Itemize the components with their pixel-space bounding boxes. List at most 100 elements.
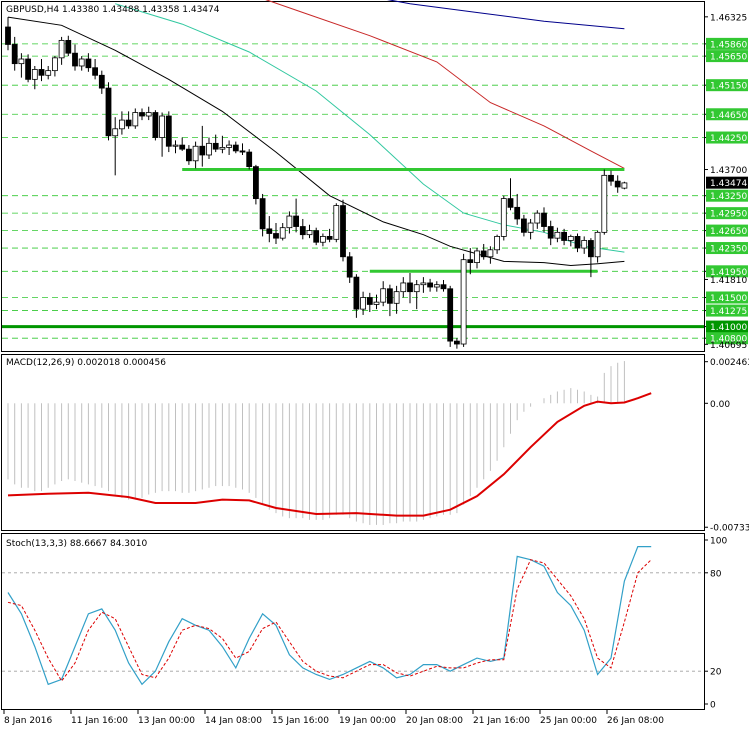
candle [185, 145, 192, 165]
candle-body [373, 301, 380, 305]
time-tick-label: 25 Jan 00:00 [540, 716, 597, 726]
candle [85, 53, 92, 72]
price-label-bg [706, 242, 748, 255]
price-tick-label: 1.41000 [710, 323, 747, 333]
candle [145, 106, 152, 121]
candle-body [31, 69, 38, 80]
candle [534, 210, 541, 229]
candle [474, 248, 480, 269]
candle [614, 175, 621, 193]
candle-body [152, 112, 159, 138]
macd-tick-label: -0.007336 [710, 524, 749, 534]
candle [507, 178, 514, 211]
price-tick-label: 1.44650 [710, 111, 747, 121]
candle-body [474, 250, 480, 263]
price-label-bg [706, 320, 748, 333]
candle-body [273, 233, 279, 239]
price-tick-label: 1.41275 [710, 307, 747, 317]
candle-body [460, 259, 467, 345]
candle-body [192, 145, 199, 162]
candle-body [500, 198, 507, 237]
candle-body [581, 240, 588, 249]
macd-tick-label: 0.002463 [710, 358, 749, 368]
candle [487, 246, 494, 264]
candle-body [360, 297, 367, 310]
price-panel-frame [1, 1, 705, 352]
candle [514, 193, 521, 225]
candle [219, 135, 226, 154]
candle-body [38, 69, 45, 76]
candle [608, 170, 614, 186]
candle [460, 253, 467, 347]
candle [547, 220, 554, 246]
candle [38, 59, 45, 82]
candle [45, 65, 52, 80]
candle-body [105, 87, 112, 137]
candle [541, 207, 547, 233]
price-tick-label: 1.45650 [710, 53, 747, 63]
current-price-label: 1.43474 [710, 179, 747, 189]
candle [313, 227, 320, 246]
candle-body [420, 282, 427, 286]
candle [500, 195, 507, 241]
candle-body [286, 215, 293, 229]
time-tick-label: 15 Jan 16:00 [272, 716, 329, 726]
candle [152, 110, 159, 141]
candle-body [440, 284, 447, 290]
candle [226, 140, 233, 155]
candle [494, 234, 501, 254]
candle [31, 65, 38, 90]
candle [65, 35, 72, 57]
candle-body [380, 288, 387, 303]
macd-title: MACD(12,26,9) 0.002018 0.000456 [6, 358, 166, 368]
candle-body [72, 52, 78, 67]
price-tick-label: 1.42350 [710, 245, 747, 255]
price-title: GBPUSD,H4 1.43380 1.43488 1.43358 1.4347… [6, 5, 220, 15]
candle-body [567, 236, 574, 241]
candle-body [447, 288, 454, 342]
candle-body [52, 57, 58, 72]
price-tick-label: 1.43250 [710, 192, 747, 202]
candle [5, 17, 11, 51]
price-tick-label: 1.41810 [710, 276, 747, 286]
candle [112, 117, 119, 176]
candle-body [145, 112, 152, 117]
candle [273, 223, 279, 244]
macd-axis: 0.002463 0.00 -0.007336 [704, 358, 749, 534]
candle [386, 284, 393, 317]
candle-body [65, 39, 72, 54]
candle-body [588, 240, 594, 258]
candle [266, 216, 273, 243]
candle-body [139, 112, 145, 117]
candle-body [554, 231, 561, 239]
candle-body [346, 256, 353, 278]
candle [58, 36, 65, 65]
candle [574, 233, 581, 253]
price-tick-label: 1.44250 [710, 134, 747, 144]
candle [299, 218, 306, 240]
candle-body [125, 119, 132, 127]
candle-body [185, 148, 192, 162]
candle-body [299, 226, 306, 236]
candle [246, 149, 253, 170]
candle [172, 140, 179, 154]
candle [621, 181, 628, 190]
candle-body [514, 206, 521, 220]
candle [199, 125, 206, 167]
candle [105, 82, 112, 141]
candle [279, 223, 286, 241]
candle-body [386, 288, 393, 304]
candle-body [413, 284, 420, 293]
candle-body [547, 226, 554, 239]
price-label-bg [706, 189, 748, 202]
candle-body [112, 128, 119, 137]
candle [319, 233, 326, 247]
candle-body [45, 70, 52, 76]
moving-average-line [265, 0, 625, 169]
stoch-main-line [7, 546, 652, 686]
candle-body [407, 282, 413, 293]
candle-body [433, 284, 440, 288]
stoch-axis: 100 80 20 0 [704, 537, 727, 711]
candle-body [621, 182, 628, 189]
